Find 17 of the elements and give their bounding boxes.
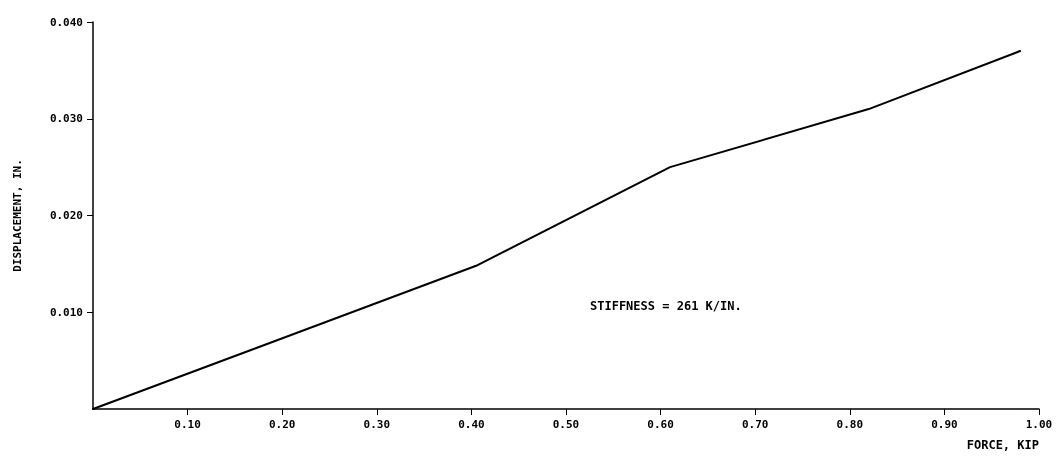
x-axis-title: FORCE, KIP — [966, 438, 1039, 452]
x-tick-label: 0.70 — [741, 418, 769, 431]
y-tick-label: 0.040 — [49, 15, 83, 29]
annotation: STIFFNESS = 261 K/IN. — [590, 299, 742, 313]
y-tick-label: 0.020 — [49, 209, 83, 222]
y-axis-title: DISPLACEMENT, IN. — [11, 159, 24, 272]
x-tick-label: 0.80 — [836, 418, 864, 431]
x-tick-label: 0.60 — [647, 418, 674, 431]
y-tick-label: 0.010 — [49, 305, 83, 319]
x-tick-label: 0.50 — [552, 418, 580, 431]
x-tick-label: 0.10 — [174, 418, 201, 431]
x-tick-label: 1.00 — [1025, 418, 1053, 431]
y-tick-label: 0.030 — [49, 112, 83, 126]
x-tick-label: 0.20 — [268, 418, 296, 431]
x-tick-label: 0.40 — [458, 418, 485, 431]
x-tick-label: 0.90 — [931, 418, 958, 431]
x-tick-label: 0.30 — [363, 418, 391, 431]
